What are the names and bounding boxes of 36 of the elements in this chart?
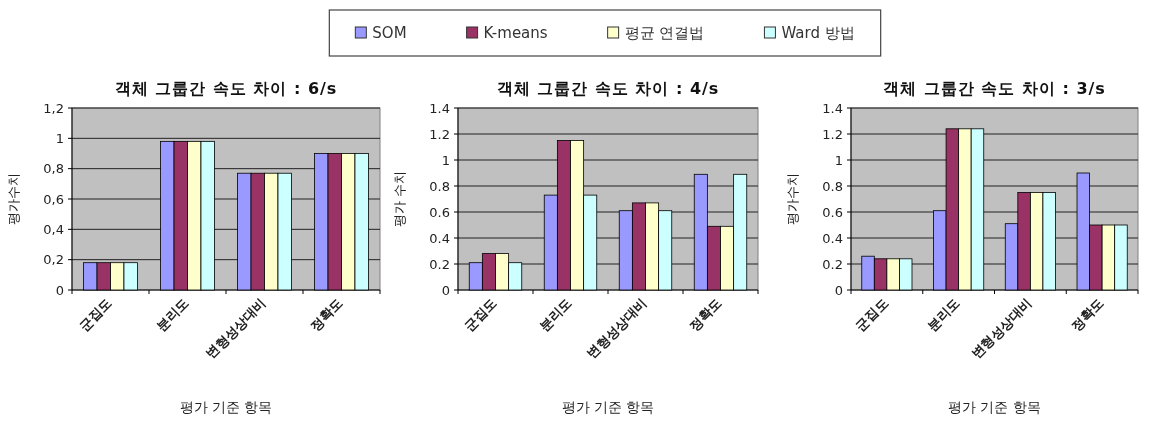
- chart-title: 객체 그룹간 속도 차이 : 4/s: [496, 79, 720, 98]
- x-axis-title: 평가 기준 항목: [561, 399, 655, 415]
- y-tick-label: 0.8: [429, 178, 450, 194]
- y-tick-label: 1.4: [822, 100, 843, 116]
- legend-label: Ward 방법: [781, 24, 855, 42]
- y-tick-label: 0.2: [822, 256, 843, 272]
- y-tick-label: 1.2: [429, 126, 450, 142]
- legend-label: 평균 연결법: [624, 24, 705, 42]
- y-tick-label: 1: [55, 130, 64, 146]
- y-tick-label: 1: [441, 152, 450, 168]
- y-tick-label: 0,8: [43, 161, 64, 177]
- y-tick-label: 1: [834, 152, 843, 168]
- y-tick-label: 0.4: [822, 230, 843, 246]
- y-tick-label: 0.8: [822, 178, 843, 194]
- y-tick-label: 0: [441, 282, 450, 298]
- y-tick-label: 0,2: [43, 252, 64, 268]
- y-tick-label: 0: [55, 282, 64, 298]
- y-tick-label: 1,2: [43, 100, 64, 116]
- legend-label: SOM: [372, 24, 407, 42]
- y-tick-label: 0.4: [429, 230, 450, 246]
- chart-title: 객체 그룹간 속도 차이 : 3/s: [883, 79, 1106, 98]
- y-tick-label: 0.2: [429, 256, 450, 272]
- y-tick-label: 0.6: [429, 204, 450, 220]
- y-tick-label: 0,4: [43, 221, 64, 237]
- y-tick-label: 0.6: [822, 204, 843, 220]
- x-axis-title: 평가 기준 항목: [179, 399, 273, 415]
- y-tick-label: 1.4: [429, 100, 450, 116]
- x-axis-title: 평가 기준 항목: [948, 399, 1041, 415]
- y-tick-label: 0,6: [43, 191, 64, 207]
- y-axis-title: 평가수치: [785, 173, 800, 225]
- y-tick-label: 0: [834, 282, 843, 298]
- chart-title: 객체 그룹간 속도 차이 : 6/s: [114, 79, 338, 98]
- y-axis-title: 평가 수치: [392, 170, 407, 228]
- legend-label: K-means: [483, 24, 548, 42]
- y-axis-title: 평가수치: [6, 173, 21, 225]
- y-tick-label: 1.2: [822, 126, 843, 142]
